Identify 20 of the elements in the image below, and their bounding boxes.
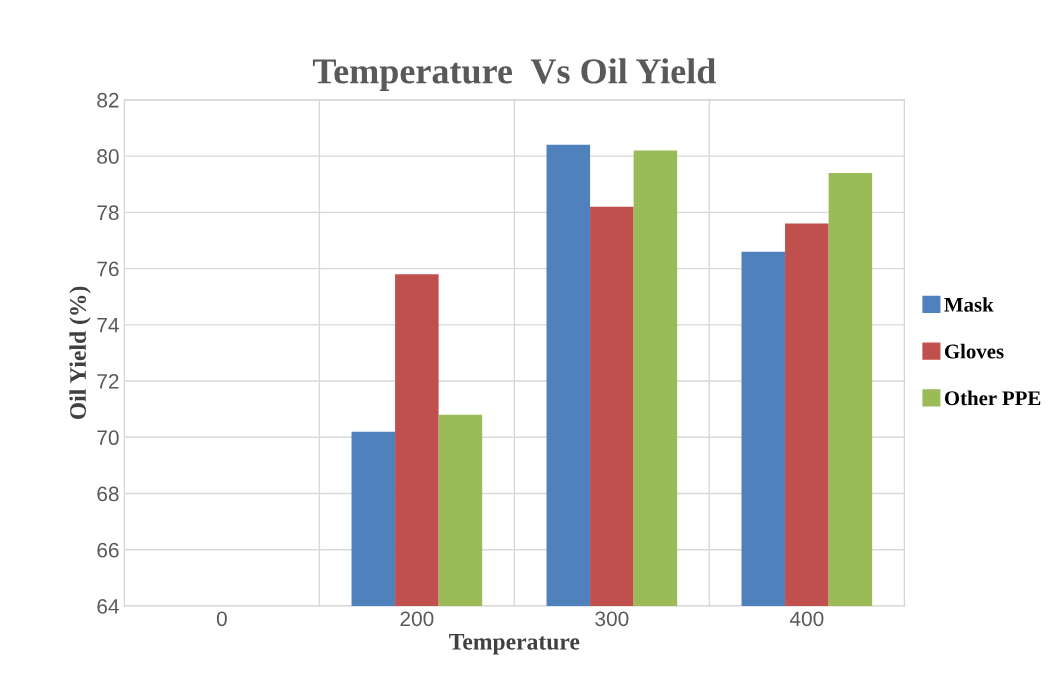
legend-label: Mask <box>944 297 994 312</box>
legend-label: Other PPE <box>944 390 1041 406</box>
y-axis-title: Oil Yield (%) <box>69 286 91 420</box>
x-tick-label: 200 <box>400 611 434 627</box>
y-tick-label: 80 <box>97 149 119 164</box>
x-tick-label: 300 <box>595 611 629 627</box>
y-tick-label: 70 <box>97 430 119 446</box>
y-tick-label: 72 <box>97 374 119 389</box>
y-tick-label: 78 <box>97 205 119 221</box>
x-tick-label: 400 <box>789 611 824 627</box>
y-tick-label: 66 <box>97 542 119 558</box>
chart-title: Temperature Vs Oil Yield <box>312 58 716 91</box>
y-tick-label: 64 <box>97 599 119 614</box>
y-tick-label: 76 <box>97 261 119 277</box>
legend-label: Gloves <box>944 343 1004 359</box>
y-tick-label: 74 <box>97 318 119 333</box>
x-tick-label: 0 <box>216 611 227 627</box>
y-tick-label: 82 <box>97 92 119 108</box>
y-tick-label: 68 <box>97 486 119 502</box>
x-axis-title: Temperature <box>449 634 580 655</box>
